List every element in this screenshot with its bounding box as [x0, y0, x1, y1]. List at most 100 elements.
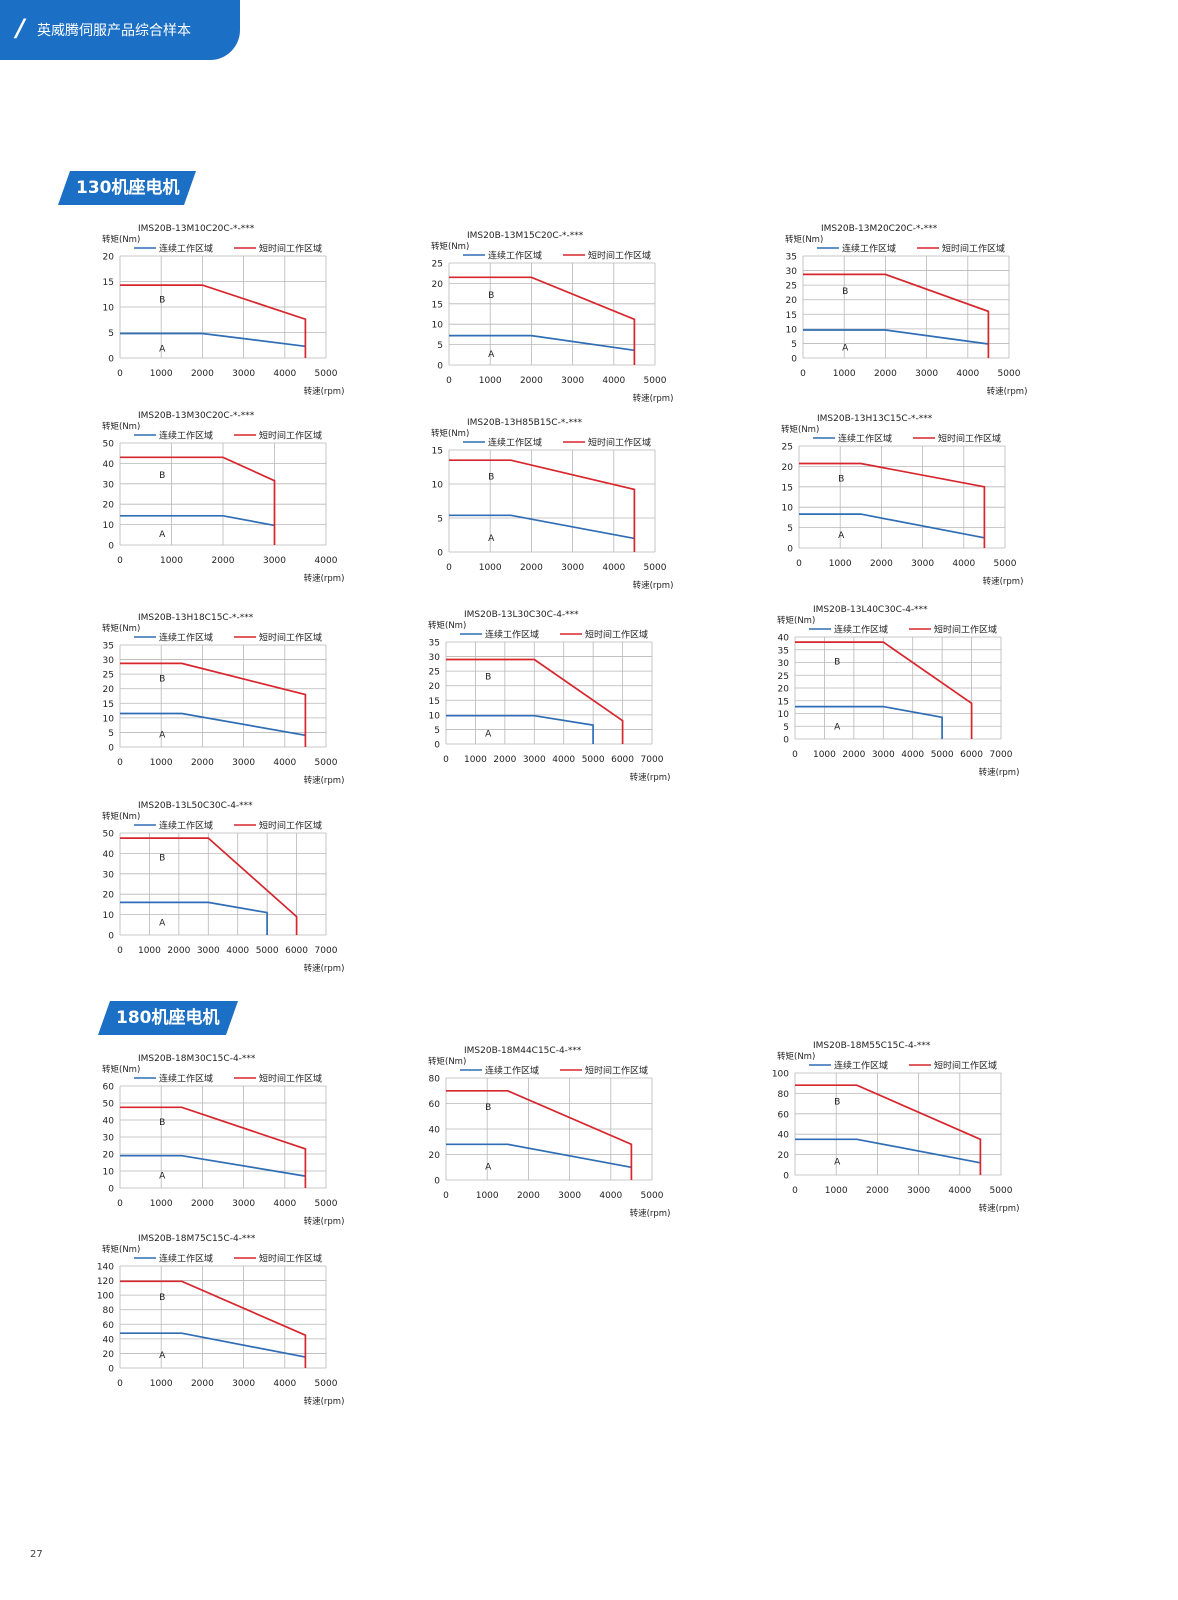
y-tick-label: 10 [103, 911, 115, 921]
section-tab-180: 180机座电机 [98, 1001, 238, 1035]
region-label-b: B [485, 672, 491, 682]
x-tick-label: 4000 [226, 946, 249, 956]
region-label-b: B [159, 1293, 165, 1303]
region-label-a: A [159, 1351, 166, 1361]
y-axis-label: 转矩(Nm) [102, 623, 140, 634]
y-tick-label: 80 [429, 1075, 441, 1085]
chart-title: IMS20B-13M20C20C-*-*** [821, 224, 938, 234]
x-axis-label: 转速(rpm) [304, 386, 345, 397]
chart-title: IMS20B-13H85B15C-*-*** [467, 418, 583, 428]
y-tick-label: 0 [434, 1177, 440, 1187]
y-tick-label: 15 [432, 300, 443, 310]
y-axis-label: 转矩(Nm) [102, 234, 140, 245]
y-tick-label: 5 [787, 524, 793, 534]
x-tick-label: 5000 [256, 946, 279, 956]
chart-svg: IMS20B-13M15C20C-*-***转矩(Nm) 连续工作区域 短时间工作区… [431, 231, 673, 404]
chart-title: IMS20B-13L40C30C-4-*** [813, 605, 928, 615]
x-tick-label: 4000 [273, 1199, 296, 1209]
y-tick-label: 0 [108, 1185, 114, 1195]
series-short [799, 462, 986, 548]
region-label-b: B [485, 1103, 491, 1113]
series-short [795, 1084, 982, 1175]
series-short [795, 641, 973, 739]
series-short [120, 1280, 307, 1368]
y-tick-label: 20 [103, 685, 115, 695]
legend-short: 短时间工作区域 [259, 632, 322, 644]
series-continuous [449, 334, 635, 352]
y-tick-label: 0 [787, 545, 793, 555]
y-tick-label: 20 [432, 280, 444, 290]
chart-title: IMS20B-18M55C15C-4-*** [813, 1041, 931, 1051]
y-tick-label: 60 [103, 1321, 115, 1331]
series-continuous [803, 329, 989, 345]
series-continuous [120, 712, 306, 737]
y-tick-label: 80 [103, 1306, 115, 1316]
series-continuous [795, 705, 943, 739]
x-tick-label: 5000 [315, 1379, 338, 1389]
y-tick-label: 5 [108, 729, 114, 739]
x-axis-label: 转速(rpm) [979, 1203, 1020, 1214]
y-tick-label: 0 [437, 362, 443, 372]
y-tick-label: 35 [786, 253, 797, 263]
x-tick-label: 2000 [866, 1186, 889, 1196]
x-tick-label: 5000 [644, 376, 667, 386]
region-label-b: B [488, 473, 494, 483]
y-axis-label: 转矩(Nm) [777, 615, 815, 626]
y-tick-label: 20 [103, 1350, 115, 1360]
chart-title: IMS20B-18M44C15C-4-*** [464, 1046, 582, 1056]
x-tick-label: 3000 [911, 559, 934, 569]
series-continuous [120, 901, 268, 935]
y-tick-label: 10 [778, 710, 790, 720]
region-label-b: B [159, 674, 165, 684]
y-tick-label: 0 [108, 542, 114, 552]
y-tick-label: 20 [429, 1151, 441, 1161]
y-axis-label: 转矩(Nm) [102, 1244, 140, 1255]
chart-18m55: IMS20B-18M55C15C-4-*** 转矩(Nm) 连续工作区域 短时间工作区… [771, 1039, 1020, 1217]
x-tick-label: 0 [792, 750, 798, 760]
legend-continuous: 连续工作区域 [488, 250, 542, 262]
chart-13h18: IMS20B-13H18C15C-*-*** 转矩(Nm) 连续工作区域 短时间工作区… [96, 611, 344, 789]
x-tick-label: 3000 [915, 369, 938, 379]
x-tick-label: 4000 [956, 369, 979, 379]
x-tick-label: 2000 [212, 556, 235, 566]
x-tick-label: 3000 [197, 946, 220, 956]
y-axis-label: 转矩(Nm) [102, 811, 140, 822]
y-tick-label: 30 [429, 653, 441, 663]
x-tick-label: 3000 [558, 1191, 581, 1201]
chart-svg: IMS20B-13H13C15C-*-***转矩(Nm) 连续工作区域 短时间工作区… [781, 414, 1023, 587]
chart-13h85: IMS20B-13H85B15C-*-*** 转矩(Nm) 连续工作区域 短时间工作区… [425, 416, 673, 594]
legend-continuous: 连续工作区域 [159, 430, 213, 442]
chart-18m44: IMS20B-18M44C15C-4-*** 转矩(Nm) 连续工作区域 短时间工作区… [422, 1044, 670, 1222]
y-tick-label: 5 [437, 515, 443, 525]
series-short [120, 837, 298, 935]
x-tick-label: 5000 [994, 559, 1017, 569]
x-tick-label: 1000 [464, 755, 487, 765]
y-tick-label: 30 [103, 656, 115, 666]
region-label-b: B [834, 1097, 840, 1107]
region-label-b: B [159, 853, 165, 863]
y-tick-label: 60 [103, 1083, 115, 1093]
chart-svg: IMS20B-13M10C20C-*-***转矩(Nm) 连续工作区域 短时间工作区… [102, 224, 344, 397]
region-label-b: B [159, 296, 165, 306]
y-axis-label: 转矩(Nm) [431, 428, 469, 439]
chart-svg: IMS20B-13H18C15C-*-***转矩(Nm) 连续工作区域 短时间工作区… [102, 613, 344, 786]
series-continuous [120, 1332, 306, 1358]
x-tick-label: 1000 [813, 750, 836, 760]
y-tick-label: 30 [103, 480, 115, 490]
x-tick-label: 5000 [641, 1191, 664, 1201]
legend-short: 短时间工作区域 [585, 1065, 648, 1077]
y-tick-label: 0 [791, 355, 797, 365]
x-tick-label: 2000 [191, 369, 214, 379]
x-tick-label: 4000 [952, 559, 975, 569]
x-tick-label: 3000 [872, 750, 895, 760]
y-tick-label: 20 [778, 685, 790, 695]
x-tick-label: 0 [117, 946, 123, 956]
series-continuous [120, 1154, 306, 1177]
x-tick-label: 1000 [150, 1379, 173, 1389]
y-tick-label: 35 [429, 639, 440, 649]
chart-13m20: IMS20B-13M20C20C-*-*** 转矩(Nm) 连续工作区域 短时间工作区… [779, 222, 1027, 400]
y-tick-label: 10 [103, 304, 115, 314]
chart-13m10: IMS20B-13M10C20C-*-*** 转矩(Nm) 连续工作区域 短时间工作区… [96, 222, 344, 400]
y-tick-label: 20 [103, 253, 115, 263]
legend-continuous: 连续工作区域 [485, 629, 539, 641]
